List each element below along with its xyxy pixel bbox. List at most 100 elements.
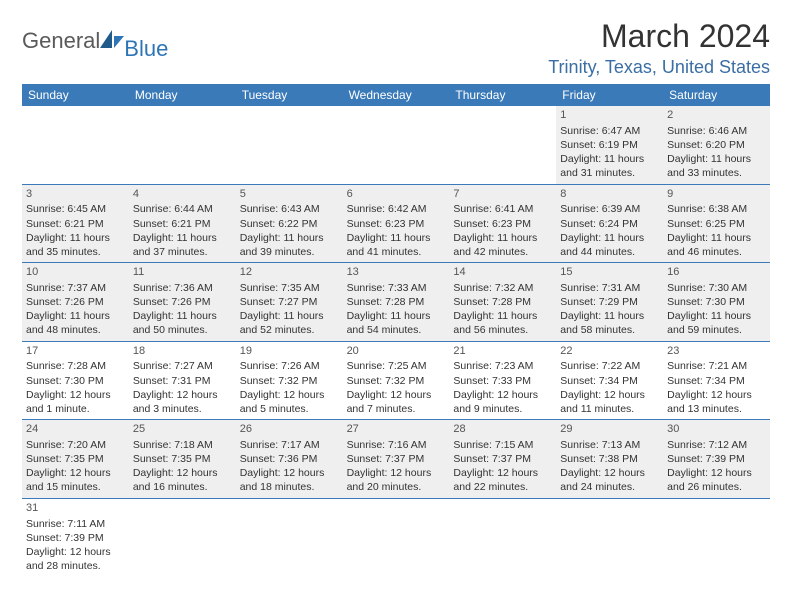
day-cell: 24Sunrise: 7:20 AMSunset: 7:35 PMDayligh… bbox=[22, 420, 129, 498]
weekday-header: Sunday bbox=[22, 84, 129, 106]
day-number: 25 bbox=[133, 422, 232, 437]
daylight-text: and 46 minutes. bbox=[667, 245, 766, 259]
day-cell: 7Sunrise: 6:41 AMSunset: 6:23 PMDaylight… bbox=[449, 185, 556, 263]
daylight-text: and 52 minutes. bbox=[240, 323, 339, 337]
sunset-text: Sunset: 6:22 PM bbox=[240, 217, 339, 231]
day-cell bbox=[129, 106, 236, 184]
daylight-text: and 9 minutes. bbox=[453, 402, 552, 416]
daylight-text: and 28 minutes. bbox=[26, 559, 125, 573]
daylight-text: Daylight: 12 hours bbox=[453, 466, 552, 480]
sunrise-text: Sunrise: 7:30 AM bbox=[667, 281, 766, 295]
daylight-text: Daylight: 12 hours bbox=[240, 466, 339, 480]
daylight-text: and 54 minutes. bbox=[347, 323, 446, 337]
sunset-text: Sunset: 7:35 PM bbox=[26, 452, 125, 466]
sunset-text: Sunset: 6:24 PM bbox=[560, 217, 659, 231]
title-block: March 2024 Trinity, Texas, United States bbox=[548, 18, 770, 78]
sunset-text: Sunset: 7:39 PM bbox=[26, 531, 125, 545]
daylight-text: Daylight: 11 hours bbox=[240, 231, 339, 245]
daylight-text: Daylight: 12 hours bbox=[26, 466, 125, 480]
day-number: 6 bbox=[347, 187, 446, 202]
day-cell: 18Sunrise: 7:27 AMSunset: 7:31 PMDayligh… bbox=[129, 342, 236, 420]
daylight-text: Daylight: 12 hours bbox=[240, 388, 339, 402]
sunrise-text: Sunrise: 7:27 AM bbox=[133, 359, 232, 373]
daylight-text: and 50 minutes. bbox=[133, 323, 232, 337]
weekday-header: Tuesday bbox=[236, 84, 343, 106]
day-cell bbox=[236, 499, 343, 577]
day-number: 26 bbox=[240, 422, 339, 437]
sunrise-text: Sunrise: 7:12 AM bbox=[667, 438, 766, 452]
day-cell: 12Sunrise: 7:35 AMSunset: 7:27 PMDayligh… bbox=[236, 263, 343, 341]
sunrise-text: Sunrise: 7:20 AM bbox=[26, 438, 125, 452]
daylight-text: and 3 minutes. bbox=[133, 402, 232, 416]
sunset-text: Sunset: 7:31 PM bbox=[133, 374, 232, 388]
day-number: 13 bbox=[347, 265, 446, 280]
sunrise-text: Sunrise: 7:37 AM bbox=[26, 281, 125, 295]
day-cell: 5Sunrise: 6:43 AMSunset: 6:22 PMDaylight… bbox=[236, 185, 343, 263]
day-cell bbox=[556, 499, 663, 577]
daylight-text: Daylight: 11 hours bbox=[453, 309, 552, 323]
day-cell: 23Sunrise: 7:21 AMSunset: 7:34 PMDayligh… bbox=[663, 342, 770, 420]
sunset-text: Sunset: 7:30 PM bbox=[26, 374, 125, 388]
sunset-text: Sunset: 7:34 PM bbox=[560, 374, 659, 388]
day-number: 4 bbox=[133, 187, 232, 202]
weekday-header: Saturday bbox=[663, 84, 770, 106]
day-number: 9 bbox=[667, 187, 766, 202]
sunset-text: Sunset: 7:28 PM bbox=[453, 295, 552, 309]
logo-text-blue: Blue bbox=[124, 36, 168, 62]
day-cell: 13Sunrise: 7:33 AMSunset: 7:28 PMDayligh… bbox=[343, 263, 450, 341]
day-cell: 11Sunrise: 7:36 AMSunset: 7:26 PMDayligh… bbox=[129, 263, 236, 341]
sunrise-text: Sunrise: 7:15 AM bbox=[453, 438, 552, 452]
day-cell: 30Sunrise: 7:12 AMSunset: 7:39 PMDayligh… bbox=[663, 420, 770, 498]
calendar: Sunday Monday Tuesday Wednesday Thursday… bbox=[22, 84, 770, 576]
daylight-text: and 11 minutes. bbox=[560, 402, 659, 416]
day-number: 17 bbox=[26, 344, 125, 359]
day-number: 15 bbox=[560, 265, 659, 280]
sunrise-text: Sunrise: 7:22 AM bbox=[560, 359, 659, 373]
sunset-text: Sunset: 7:27 PM bbox=[240, 295, 339, 309]
sunset-text: Sunset: 7:28 PM bbox=[347, 295, 446, 309]
daylight-text: Daylight: 11 hours bbox=[560, 309, 659, 323]
daylight-text: and 48 minutes. bbox=[26, 323, 125, 337]
day-cell: 4Sunrise: 6:44 AMSunset: 6:21 PMDaylight… bbox=[129, 185, 236, 263]
daylight-text: Daylight: 12 hours bbox=[133, 388, 232, 402]
sunset-text: Sunset: 7:26 PM bbox=[133, 295, 232, 309]
sunset-text: Sunset: 7:37 PM bbox=[453, 452, 552, 466]
sunset-text: Sunset: 7:34 PM bbox=[667, 374, 766, 388]
sunset-text: Sunset: 6:23 PM bbox=[347, 217, 446, 231]
day-cell: 28Sunrise: 7:15 AMSunset: 7:37 PMDayligh… bbox=[449, 420, 556, 498]
day-number: 10 bbox=[26, 265, 125, 280]
sunrise-text: Sunrise: 6:43 AM bbox=[240, 202, 339, 216]
sail-icon bbox=[98, 28, 126, 50]
daylight-text: Daylight: 11 hours bbox=[667, 152, 766, 166]
day-cell bbox=[449, 499, 556, 577]
day-cell: 20Sunrise: 7:25 AMSunset: 7:32 PMDayligh… bbox=[343, 342, 450, 420]
daylight-text: Daylight: 11 hours bbox=[26, 309, 125, 323]
daylight-text: Daylight: 12 hours bbox=[560, 466, 659, 480]
day-cell bbox=[449, 106, 556, 184]
day-cell: 6Sunrise: 6:42 AMSunset: 6:23 PMDaylight… bbox=[343, 185, 450, 263]
daylight-text: Daylight: 11 hours bbox=[560, 231, 659, 245]
day-number: 22 bbox=[560, 344, 659, 359]
day-number: 12 bbox=[240, 265, 339, 280]
day-number: 31 bbox=[26, 501, 125, 516]
day-cell bbox=[129, 499, 236, 577]
sunset-text: Sunset: 6:21 PM bbox=[133, 217, 232, 231]
location-text: Trinity, Texas, United States bbox=[548, 57, 770, 78]
daylight-text: and 16 minutes. bbox=[133, 480, 232, 494]
day-number: 29 bbox=[560, 422, 659, 437]
sunrise-text: Sunrise: 6:42 AM bbox=[347, 202, 446, 216]
day-cell: 25Sunrise: 7:18 AMSunset: 7:35 PMDayligh… bbox=[129, 420, 236, 498]
day-number: 27 bbox=[347, 422, 446, 437]
day-number: 1 bbox=[560, 108, 659, 123]
day-cell: 16Sunrise: 7:30 AMSunset: 7:30 PMDayligh… bbox=[663, 263, 770, 341]
daylight-text: and 5 minutes. bbox=[240, 402, 339, 416]
sunrise-text: Sunrise: 6:44 AM bbox=[133, 202, 232, 216]
day-cell: 22Sunrise: 7:22 AMSunset: 7:34 PMDayligh… bbox=[556, 342, 663, 420]
day-cell: 1Sunrise: 6:47 AMSunset: 6:19 PMDaylight… bbox=[556, 106, 663, 184]
day-cell: 19Sunrise: 7:26 AMSunset: 7:32 PMDayligh… bbox=[236, 342, 343, 420]
day-number: 11 bbox=[133, 265, 232, 280]
sunset-text: Sunset: 6:23 PM bbox=[453, 217, 552, 231]
sunrise-text: Sunrise: 7:35 AM bbox=[240, 281, 339, 295]
day-cell: 8Sunrise: 6:39 AMSunset: 6:24 PMDaylight… bbox=[556, 185, 663, 263]
logo: General Blue bbox=[22, 28, 170, 54]
